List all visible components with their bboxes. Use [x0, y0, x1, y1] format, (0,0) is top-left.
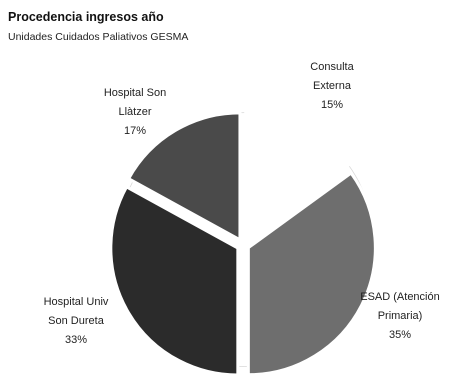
chart-title: Procedencia ingresos año — [8, 10, 164, 24]
chart-subtitle: Unidades Cuidados Paliativos GESMA — [8, 31, 189, 43]
slice-name-label-2: Primaria) — [378, 310, 423, 322]
pie-slice-2 — [246, 170, 377, 377]
slice-percent-label-2: 35% — [389, 329, 411, 341]
slice-percent-label-3: 33% — [65, 334, 87, 346]
slice-name-label-1: Consulta — [310, 61, 354, 73]
pie-slice-4 — [126, 111, 242, 243]
slice-name-label-3: Son Dureta — [48, 315, 105, 327]
slice-name-label-3: Hospital Univ — [44, 296, 109, 308]
slice-name-label-4: Hospital Son — [104, 87, 166, 99]
slice-name-label-1: Externa — [313, 80, 352, 92]
slice-percent-label-1: 15% — [321, 99, 343, 111]
pie-slice-3 — [109, 184, 240, 377]
slice-name-label-2: ESAD (Atención — [360, 291, 439, 303]
slice-name-label-4: Llàtzer — [118, 106, 151, 118]
pie-slice-1 — [244, 111, 351, 243]
slice-percent-label-4: 17% — [124, 125, 146, 137]
